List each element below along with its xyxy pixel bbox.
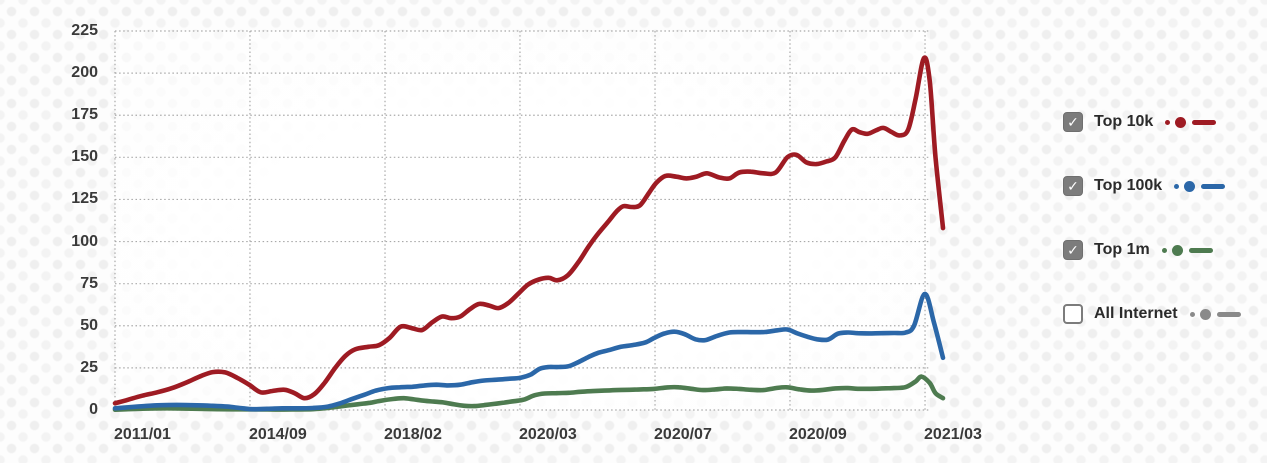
- x-tick-label: 2020/09: [788, 426, 847, 443]
- y-tick-label: 50: [80, 316, 98, 334]
- series-marker-icon: [1161, 244, 1213, 256]
- series-line-top-1m: [112, 374, 946, 412]
- bar-icon: [1216, 311, 1241, 317]
- dot-lg-icon: [1184, 180, 1196, 192]
- legend-label-all-internet: All Internet: [1094, 305, 1178, 322]
- plot-background: [115, 31, 930, 410]
- legend-item-all-internet[interactable]: All Internet: [1063, 303, 1241, 325]
- y-tick-label: 150: [71, 148, 98, 166]
- legend-checkbox-top-1m[interactable]: ✓: [1063, 240, 1083, 260]
- legend-checkbox-top-100k[interactable]: ✓: [1063, 176, 1083, 196]
- x-tick-label: 2020/03: [518, 426, 577, 443]
- legend-item-top-10k[interactable]: ✓ Top 10k: [1063, 111, 1241, 133]
- series-marker-icon: [1189, 308, 1241, 320]
- y-tick-label: 225: [71, 22, 98, 39]
- dot-lg-icon: [1199, 308, 1211, 320]
- dot-sm-icon: [1174, 183, 1180, 189]
- bar-icon: [1201, 183, 1226, 189]
- series-marker-icon: [1174, 180, 1226, 192]
- series-line-top-10k: [112, 55, 946, 406]
- dot-sm-icon: [1165, 119, 1171, 125]
- y-tick-label: 175: [71, 106, 98, 124]
- x-tick-label: 2018/02: [384, 426, 442, 443]
- legend-label-top-100k: Top 100k: [1094, 177, 1163, 194]
- legend-item-top-100k[interactable]: ✓ Top 100k: [1063, 175, 1241, 197]
- legend-label-top-1m: Top 1m: [1094, 241, 1150, 258]
- chart-legend: ✓ Top 10k ✓ Top 100k ✓ Top 1m All Internet: [1063, 111, 1241, 367]
- bar-icon: [1192, 119, 1217, 125]
- series-line-top-100k: [112, 291, 946, 412]
- x-tick-label: 2020/07: [654, 426, 712, 443]
- dot-sm-icon: [1161, 247, 1167, 253]
- x-tick-label: 2011/01: [114, 426, 171, 443]
- y-tick-label: 100: [71, 232, 98, 250]
- y-tick-label: 75: [80, 274, 98, 292]
- dot-lg-icon: [1171, 244, 1183, 256]
- legend-checkbox-top-10k[interactable]: ✓: [1063, 112, 1083, 132]
- legend-checkbox-all-internet[interactable]: [1063, 304, 1083, 324]
- y-tick-label: 25: [80, 358, 98, 376]
- legend-item-top-1m[interactable]: ✓ Top 1m: [1063, 239, 1241, 261]
- x-tick-label: 2021/03: [924, 426, 982, 443]
- legend-label-top-10k: Top 10k: [1094, 113, 1154, 130]
- y-tick-label: 125: [71, 190, 98, 208]
- dot-sm-icon: [1189, 311, 1195, 317]
- y-tick-label: 0: [89, 401, 98, 418]
- dot-lg-icon: [1175, 116, 1187, 128]
- series-marker-icon: [1165, 116, 1217, 128]
- y-tick-label: 200: [71, 64, 98, 82]
- x-tick-label: 2014/09: [248, 426, 307, 443]
- bar-icon: [1188, 247, 1213, 253]
